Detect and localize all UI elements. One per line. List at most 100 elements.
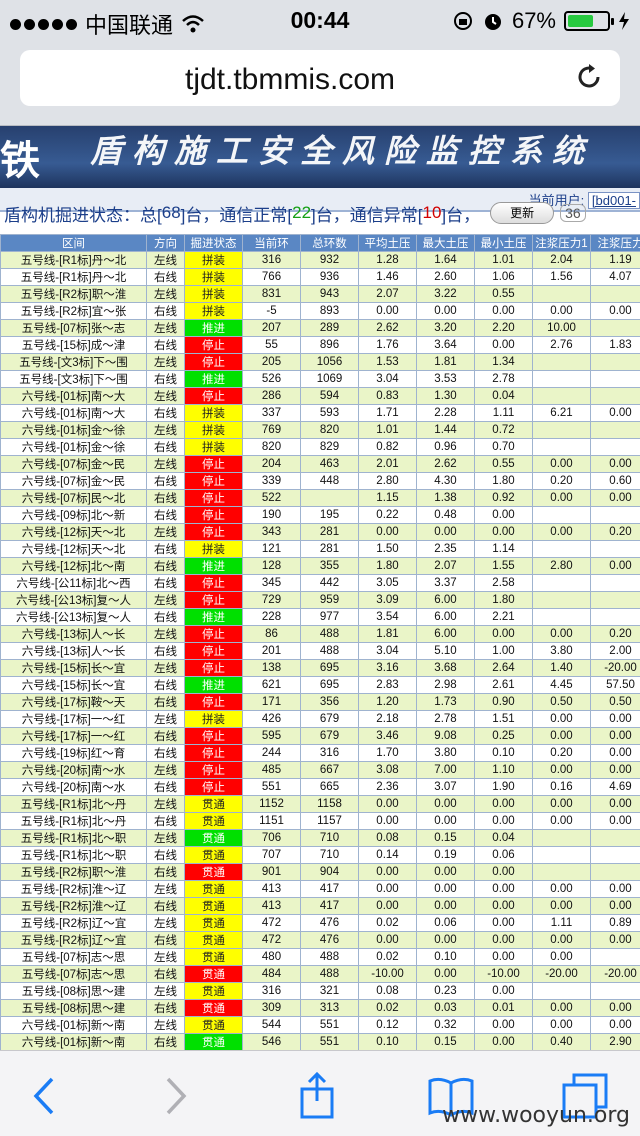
tabs-icon[interactable] <box>560 1071 610 1121</box>
cell-value: 0.00 <box>474 982 533 1000</box>
table-row[interactable]: 五号线-[08标]思～建 左线 贯通 316 321 0.08 0.23 0.00 <box>0 982 640 1000</box>
table-row[interactable]: 六号线-[01标]新～南 右线 贯通 546 551 0.10 0.15 0.00 0.40 2.… <box>0 1033 640 1050</box>
cell-value: 896 <box>300 336 359 354</box>
table-row[interactable]: 六号线-[01标]南～大 右线 拼装 337 593 1.71 2.28 1.11 6.21 0.… <box>0 404 640 422</box>
cell-value: 0.00 <box>474 880 533 898</box>
table-row[interactable]: 五号线-[R2标]辽～宜 左线 贯通 472 476 0.02 0.06 0.00 1.11 0.… <box>0 914 640 932</box>
cell-value: 1151 <box>242 812 301 830</box>
table-row[interactable]: 六号线-[07标]民～北 右线 停止 522 1.15 1.38 0.92 0.00 0.00 <box>0 489 640 507</box>
cell-value: 413 <box>242 880 301 898</box>
cell-value: 1.20 <box>358 693 417 711</box>
cell-value: 0.22 <box>358 506 417 524</box>
cell-value: 0.10 <box>358 1033 417 1050</box>
table-row[interactable]: 六号线-[20标]南～水 左线 停止 485 667 3.08 7.00 1.10 0.00 0.… <box>0 761 640 779</box>
table-row[interactable]: 六号线-[01标]金～徐 右线 拼装 820 829 0.82 0.96 0.70 <box>0 438 640 456</box>
table-row[interactable]: 六号线-[15标]长～宜 右线 推进 621 695 2.83 2.98 2.61 4.45 57… <box>0 676 640 694</box>
cell-value: 1.71 <box>358 404 417 422</box>
table-row[interactable]: 六号线-[13标]人～长 左线 停止 86 488 1.81 6.00 0.00 0.00 0.2… <box>0 625 640 643</box>
table-row[interactable]: 六号线-[17标]鞍～天 右线 停止 171 356 1.20 1.73 0.90 0.50 0.… <box>0 693 640 711</box>
cell-value: 3.80 <box>532 642 591 660</box>
banner-logo: 铁 <box>0 137 40 184</box>
cell-value: 0.00 <box>474 1033 533 1050</box>
cell-section: 六号线-[20标]南～水 <box>0 778 147 796</box>
cell-value: 442 <box>300 574 359 592</box>
reload-icon[interactable] <box>574 62 604 92</box>
table-row[interactable]: 五号线-[R1标]北～丹 左线 贯通 1152 1158 0.00 0.00 0.00 0.00… <box>0 795 640 813</box>
table-row[interactable]: 五号线-[08标]思～建 右线 贯通 309 313 0.02 0.03 0.01 0.00 0.… <box>0 999 640 1017</box>
column-header: 当前环 <box>242 234 301 252</box>
table-row[interactable]: 六号线-[公13标]复～人 右线 推进 228 977 3.54 6.00 2.21 <box>0 608 640 626</box>
back-icon[interactable] <box>20 1071 70 1121</box>
table-row[interactable]: 五号线-[文3标]下～围 右线 推进 526 1069 3.04 3.53 2.78 <box>0 370 640 388</box>
cell-value: 0.00 <box>590 761 640 779</box>
cell-section: 五号线-[07标]志～思 <box>0 948 147 966</box>
table-row[interactable]: 五号线-[07标]志～思 右线 贯通 484 488 -10.00 0.00 -10.00 -2… <box>0 965 640 983</box>
table-row[interactable]: 六号线-[17标]一～红 右线 停止 595 679 3.46 9.08 0.25 0.00 0.… <box>0 727 640 745</box>
bookmarks-icon[interactable] <box>426 1071 476 1121</box>
table-row[interactable]: 五号线-[R2标]淮～辽 左线 贯通 413 417 0.00 0.00 0.00 0.00 0.… <box>0 880 640 898</box>
table-row[interactable]: 六号线-[15标]长～宜 左线 停止 138 695 3.16 3.68 2.64 1.40 -2… <box>0 659 640 677</box>
table-row[interactable]: 六号线-[12标]天～北 左线 停止 343 281 0.00 0.00 0.00 0.00 0.… <box>0 523 640 541</box>
table-row[interactable]: 六号线-[17标]一～红 左线 拼装 426 679 2.18 2.78 1.51 0.00 0.… <box>0 710 640 728</box>
table-row[interactable]: 六号线-[01标]南～大 左线 停止 286 594 0.83 1.30 0.04 <box>0 387 640 405</box>
cell-direction: 右线 <box>146 863 185 881</box>
cell-value: 1.01 <box>474 251 533 269</box>
table-row[interactable]: 五号线-[R1标]北～丹 右线 贯通 1151 1157 0.00 0.00 0.00 0.00… <box>0 812 640 830</box>
status-badge: 停止 <box>184 727 243 745</box>
table-row[interactable]: 五号线-[R2标]职～淮 右线 贯通 901 904 0.00 0.00 0.00 <box>0 863 640 881</box>
table-row[interactable]: 六号线-[12标]天～北 右线 拼装 121 281 1.50 2.35 1.14 <box>0 540 640 558</box>
table-row[interactable]: 五号线-[文3标]下～围 左线 停止 205 1056 1.53 1.81 1.34 <box>0 353 640 371</box>
table-row[interactable]: 五号线-[R1标]丹～北 左线 拼装 316 932 1.28 1.64 1.01 2.04 1.… <box>0 251 640 269</box>
table-row[interactable]: 五号线-[R2标]辽～宜 右线 贯通 472 476 0.00 0.00 0.00 0.00 0.… <box>0 931 640 949</box>
cell-value: 3.05 <box>358 574 417 592</box>
cell-section: 五号线-[R2标]职～淮 <box>0 863 147 881</box>
cell-value: 0.00 <box>474 812 533 830</box>
table-row[interactable]: 五号线-[R1标]丹～北 右线 拼装 766 936 1.46 2.60 1.06 1.56 4.… <box>0 268 640 286</box>
table-row[interactable]: 六号线-[公11标]北～西 右线 停止 345 442 3.05 3.37 2.58 <box>0 574 640 592</box>
address-text[interactable]: tjdt.tbmmis.com <box>184 63 396 96</box>
share-icon[interactable] <box>292 1071 342 1121</box>
table-row[interactable]: 六号线-[01标]金～徐 左线 拼装 769 820 1.01 1.44 0.72 <box>0 421 640 439</box>
table-row[interactable]: 五号线-[R1标]北～职 左线 贯通 706 710 0.08 0.15 0.04 <box>0 829 640 847</box>
table-row[interactable]: 五号线-[15标]成～津 右线 停止 55 896 1.76 3.64 0.00 2.76 1.8… <box>0 336 640 354</box>
table-row[interactable]: 五号线-[R1标]北～职 右线 贯通 707 710 0.14 0.19 0.06 <box>0 846 640 864</box>
current-user-link[interactable]: [bd001- <box>587 192 640 209</box>
table-row[interactable]: 六号线-[01标]新～南 左线 贯通 544 551 0.12 0.32 0.00 0.00 0.… <box>0 1016 640 1034</box>
table-row[interactable]: 六号线-[13标]人～长 右线 停止 201 488 3.04 5.10 1.00 3.80 2.… <box>0 642 640 660</box>
table-row[interactable]: 六号线-[07标]金～民 左线 停止 204 463 2.01 2.62 0.55 0.00 0.… <box>0 455 640 473</box>
refresh-button[interactable]: 更新 <box>490 202 555 224</box>
table-row[interactable]: 六号线-[12标]北～南 右线 推进 128 355 1.80 2.07 1.55 2.80 0.… <box>0 557 640 575</box>
cell-value: 3.68 <box>416 659 475 677</box>
cell-value: 55 <box>242 336 301 354</box>
cell-value: 0.40 <box>532 1033 591 1050</box>
cell-section: 六号线-[13标]人～长 <box>0 642 147 660</box>
status-badge: 停止 <box>184 693 243 711</box>
cell-value: 0.96 <box>416 438 475 456</box>
table-row[interactable]: 六号线-[19标]红～育 右线 停止 244 316 1.70 3.80 0.10 0.20 0.… <box>0 744 640 762</box>
cell-section: 六号线-[01标]金～徐 <box>0 421 147 439</box>
table-row[interactable]: 五号线-[R2标]职～淮 左线 拼装 831 943 2.07 3.22 0.55 <box>0 285 640 303</box>
cell-value <box>532 591 591 609</box>
status-badge: 贯通 <box>184 1016 243 1034</box>
cell-value: 1.40 <box>532 659 591 677</box>
table-row[interactable]: 五号线-[R2标]宜～张 右线 拼装 -5 893 0.00 0.00 0.00 0.00 0.0… <box>0 302 640 320</box>
status-badge: 停止 <box>184 591 243 609</box>
table-row[interactable]: 六号线-[09标]北～新 右线 停止 190 195 0.22 0.48 0.00 <box>0 506 640 524</box>
cell-value: 1.81 <box>358 625 417 643</box>
charging-icon <box>619 12 629 30</box>
cell-direction: 左线 <box>146 880 185 898</box>
address-bar[interactable]: tjdt.tbmmis.com <box>20 50 620 106</box>
cell-value: 706 <box>242 829 301 847</box>
cell-section: 五号线-[08标]思～建 <box>0 999 147 1017</box>
cell-value: 4.07 <box>590 268 640 286</box>
table-row[interactable]: 六号线-[07标]金～民 右线 停止 339 448 2.80 4.30 1.80 0.20 0.… <box>0 472 640 490</box>
status-badge: 贯通 <box>184 965 243 983</box>
table-row[interactable]: 五号线-[R2标]淮～辽 右线 贯通 413 417 0.00 0.00 0.00 0.00 0.… <box>0 897 640 915</box>
table-row[interactable]: 六号线-[20标]南～水 右线 停止 551 665 2.36 3.07 1.90 0.16 4.… <box>0 778 640 796</box>
table-row[interactable]: 五号线-[07标]张～志 左线 推进 207 289 2.62 3.20 2.20 10.00 <box>0 319 640 337</box>
cell-section: 六号线-[12标]天～北 <box>0 540 147 558</box>
forward-icon[interactable] <box>150 1071 200 1121</box>
table-row[interactable]: 六号线-[公13标]复～人 左线 停止 729 959 3.09 6.00 1.80 <box>0 591 640 609</box>
table-row[interactable]: 五号线-[07标]志～思 左线 贯通 480 488 0.02 0.10 0.00 0.00 <box>0 948 640 966</box>
refresh-interval[interactable]: 36 <box>560 204 586 222</box>
